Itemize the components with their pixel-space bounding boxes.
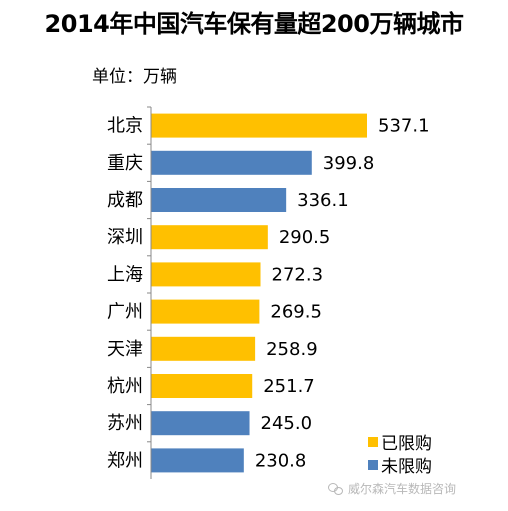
category-label-4: 上海 bbox=[107, 264, 143, 285]
unit-label: 单位：万辆 bbox=[92, 67, 177, 87]
bar-1 bbox=[151, 150, 312, 175]
legend-item-restricted: 已限购 bbox=[368, 430, 432, 454]
category-label-9: 郑州 bbox=[107, 450, 143, 471]
watermark-text: 威尔森汽车数据咨询 bbox=[348, 482, 457, 496]
value-label-4: 272.3 bbox=[272, 264, 324, 285]
watermark: 威尔森汽车数据咨询 bbox=[328, 480, 456, 497]
value-label-5: 269.5 bbox=[270, 302, 322, 323]
category-label-8: 苏州 bbox=[107, 413, 143, 434]
wechat-icon bbox=[328, 482, 343, 495]
value-label-8: 245.0 bbox=[261, 413, 313, 434]
category-label-0: 北京 bbox=[107, 116, 143, 137]
legend: 已限购 未限购 bbox=[368, 430, 432, 477]
bar-9 bbox=[151, 448, 244, 473]
category-label-1: 重庆 bbox=[107, 153, 143, 174]
bar-8 bbox=[151, 411, 250, 436]
value-label-6: 258.9 bbox=[266, 339, 318, 360]
value-label-1: 399.8 bbox=[323, 153, 375, 174]
legend-label-restricted: 已限购 bbox=[381, 434, 432, 454]
bar-2 bbox=[151, 188, 287, 212]
legend-swatch-restricted bbox=[368, 436, 378, 447]
category-label-2: 成都 bbox=[107, 190, 143, 211]
category-label-6: 天津 bbox=[107, 339, 143, 360]
category-label-5: 广州 bbox=[107, 302, 143, 323]
bar-6 bbox=[151, 336, 256, 361]
value-label-0: 537.1 bbox=[378, 116, 430, 137]
value-label-3: 290.5 bbox=[279, 227, 331, 248]
legend-label-unrestricted: 未限购 bbox=[381, 457, 432, 477]
value-label-7: 251.7 bbox=[263, 376, 315, 397]
value-label-2: 336.1 bbox=[297, 190, 349, 211]
bar-4 bbox=[151, 262, 261, 287]
bar-7 bbox=[151, 374, 253, 398]
value-label-9: 230.8 bbox=[255, 450, 307, 471]
category-label-3: 深圳 bbox=[107, 227, 143, 248]
bar-3 bbox=[151, 225, 268, 250]
legend-swatch-unrestricted bbox=[368, 459, 378, 470]
legend-item-unrestricted: 未限购 bbox=[368, 453, 432, 477]
category-label-7: 杭州 bbox=[107, 376, 143, 397]
bar-5 bbox=[151, 299, 260, 324]
bar-0 bbox=[151, 113, 367, 138]
chart-title: 2014年中国汽车保有量超200万辆城市 bbox=[44, 10, 464, 38]
